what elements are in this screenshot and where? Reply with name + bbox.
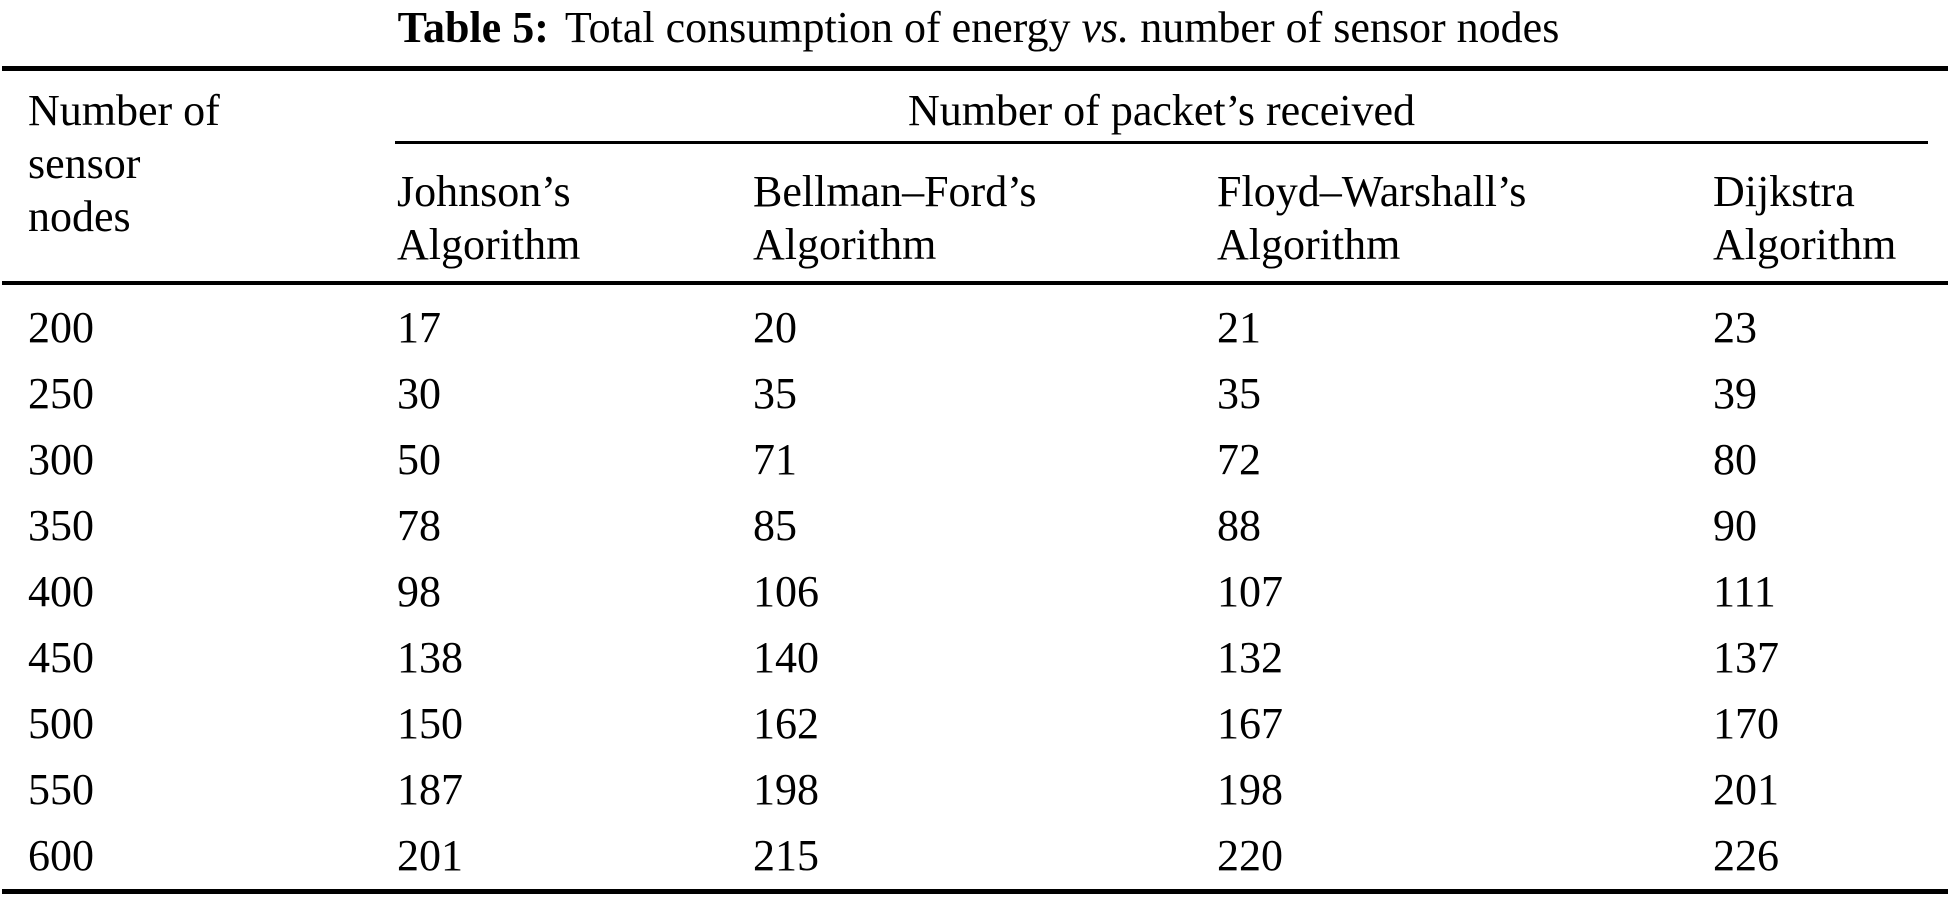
col-header-sensor-nodes-line3: nodes (28, 192, 131, 241)
col-header-sensor-nodes-line2: sensor (28, 139, 141, 188)
col-header-sensor-nodes-line1: Number of (28, 86, 220, 135)
cell-floyd-warshall: 72 (1217, 435, 1261, 484)
cell-sensor-nodes: 200 (28, 303, 94, 352)
cell-johnson: 78 (397, 501, 441, 550)
cell-johnson: 98 (397, 567, 441, 616)
col-header-floyd-warshall-line1: Floyd–Warshall’s (1217, 167, 1527, 216)
span-header-packets-received: Number of packet’s received (908, 86, 1415, 135)
cell-floyd-warshall: 132 (1217, 633, 1283, 682)
table-row: 250 30 35 35 39 (0, 367, 1957, 433)
col-header-dijkstra-line1: Dijkstra (1713, 167, 1855, 216)
cell-bellman-ford: 162 (753, 699, 819, 748)
col-header-floyd-warshall-line2: Algorithm (1217, 220, 1401, 269)
cell-sensor-nodes: 250 (28, 369, 94, 418)
cell-sensor-nodes: 500 (28, 699, 94, 748)
table-row: 200 17 20 21 23 (0, 301, 1957, 367)
table-row: 450 138 140 132 137 (0, 631, 1957, 697)
span-header-rule (395, 141, 1928, 144)
caption-label: Table 5: (397, 3, 549, 52)
cell-dijkstra: 201 (1713, 765, 1779, 814)
col-header-johnson-line2: Algorithm (397, 220, 581, 269)
cell-bellman-ford: 71 (753, 435, 797, 484)
cell-johnson: 138 (397, 633, 463, 682)
cell-dijkstra: 137 (1713, 633, 1779, 682)
cell-sensor-nodes: 600 (28, 831, 94, 880)
cell-bellman-ford: 140 (753, 633, 819, 682)
top-rule (2, 66, 1948, 71)
col-header-johnson: Johnson’s Algorithm (397, 165, 580, 271)
cell-sensor-nodes: 300 (28, 435, 94, 484)
cell-floyd-warshall: 35 (1217, 369, 1261, 418)
table-row: 550 187 198 198 201 (0, 763, 1957, 829)
col-header-johnson-line1: Johnson’s (397, 167, 571, 216)
table-row: 300 50 71 72 80 (0, 433, 1957, 499)
caption-text-post: number of sensor nodes (1140, 3, 1560, 52)
cell-dijkstra: 90 (1713, 501, 1757, 550)
cell-bellman-ford: 85 (753, 501, 797, 550)
caption-vs: vs. (1081, 3, 1130, 52)
cell-bellman-ford: 106 (753, 567, 819, 616)
cell-dijkstra: 111 (1713, 567, 1776, 616)
col-header-dijkstra: Dijkstra Algorithm (1713, 165, 1896, 271)
bottom-rule (2, 889, 1948, 894)
cell-dijkstra: 170 (1713, 699, 1779, 748)
table-caption: Table 5: Total consumption of energy vs. … (0, 2, 1957, 54)
cell-dijkstra: 39 (1713, 369, 1757, 418)
table-row: 350 78 85 88 90 (0, 499, 1957, 565)
col-header-bellman-ford: Bellman–Ford’s Algorithm (753, 165, 1037, 271)
cell-johnson: 150 (397, 699, 463, 748)
col-header-bellman-ford-line1: Bellman–Ford’s (753, 167, 1037, 216)
col-header-floyd-warshall: Floyd–Warshall’s Algorithm (1217, 165, 1526, 271)
cell-sensor-nodes: 550 (28, 765, 94, 814)
col-header-dijkstra-line2: Algorithm (1713, 220, 1897, 269)
cell-johnson: 50 (397, 435, 441, 484)
cell-floyd-warshall: 107 (1217, 567, 1283, 616)
table-row: 600 201 215 220 226 (0, 829, 1957, 895)
cell-dijkstra: 23 (1713, 303, 1757, 352)
cell-floyd-warshall: 88 (1217, 501, 1261, 550)
cell-floyd-warshall: 220 (1217, 831, 1283, 880)
cell-floyd-warshall: 198 (1217, 765, 1283, 814)
cell-bellman-ford: 215 (753, 831, 819, 880)
cell-bellman-ford: 20 (753, 303, 797, 352)
table-row: 400 98 106 107 111 (0, 565, 1957, 631)
cell-sensor-nodes: 350 (28, 501, 94, 550)
cell-sensor-nodes: 450 (28, 633, 94, 682)
cell-bellman-ford: 198 (753, 765, 819, 814)
col-header-sensor-nodes: Number of sensor nodes (28, 84, 388, 243)
cell-dijkstra: 226 (1713, 831, 1779, 880)
cell-johnson: 201 (397, 831, 463, 880)
cell-johnson: 17 (397, 303, 441, 352)
cell-johnson: 187 (397, 765, 463, 814)
cell-sensor-nodes: 400 (28, 567, 94, 616)
cell-bellman-ford: 35 (753, 369, 797, 418)
cell-floyd-warshall: 21 (1217, 303, 1261, 352)
cell-floyd-warshall: 167 (1217, 699, 1283, 748)
cell-johnson: 30 (397, 369, 441, 418)
header-rule (2, 281, 1948, 285)
caption-text-pre: Total consumption of energy (564, 3, 1071, 52)
col-header-bellman-ford-line2: Algorithm (753, 220, 937, 269)
cell-dijkstra: 80 (1713, 435, 1757, 484)
table-row: 500 150 162 167 170 (0, 697, 1957, 763)
